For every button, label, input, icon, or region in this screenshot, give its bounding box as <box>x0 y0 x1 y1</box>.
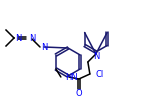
Text: O: O <box>76 88 82 98</box>
Text: HN: HN <box>65 72 78 82</box>
Text: N: N <box>15 33 21 42</box>
Text: Cl: Cl <box>96 70 104 79</box>
Text: N: N <box>41 42 47 52</box>
Text: N: N <box>29 33 35 42</box>
Text: N: N <box>93 52 99 60</box>
